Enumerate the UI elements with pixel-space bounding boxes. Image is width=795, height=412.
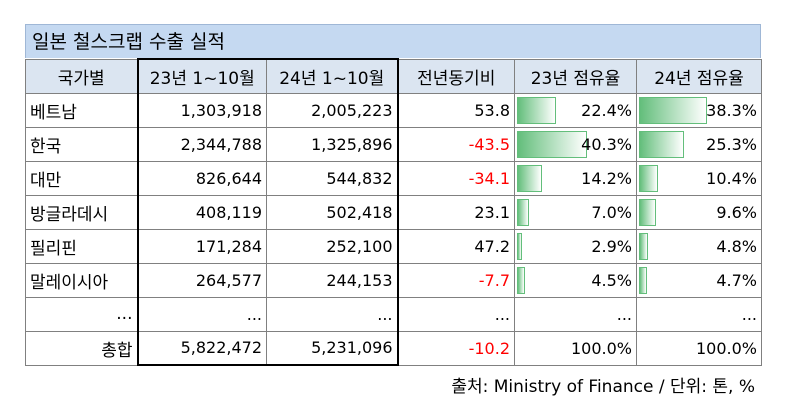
share23-cell: 2.9% xyxy=(514,228,637,264)
yoy-cell: ... xyxy=(397,296,515,332)
share-value: 4.7% xyxy=(716,270,757,290)
country-cell: 필리핀 xyxy=(25,228,138,264)
table-body: 베트남 1,303,918 2,005,223 53.8 22.4% 38.3% 한국 2,3… xyxy=(25,92,762,366)
share23-cell: 22.4% xyxy=(514,92,637,128)
share-value: 25.3% xyxy=(706,134,757,154)
y23-cell: 1,303,918 xyxy=(136,92,267,128)
share-bar xyxy=(517,96,556,124)
share-bar xyxy=(639,232,648,260)
yoy-cell: -34.1 xyxy=(397,160,515,196)
export-table: 국가별 23년 1~10월 24년 1~10월 전년동기비 23년 점유율 24… xyxy=(25,58,762,366)
share-value: 40.3% xyxy=(581,134,632,154)
country-cell: ... xyxy=(25,296,138,332)
share-value: 10.4% xyxy=(706,168,757,188)
share-bar xyxy=(639,266,648,294)
table-title: 일본 철스크랩 수출 실적 xyxy=(25,24,761,58)
country-cell: 방글라데시 xyxy=(25,194,138,230)
total-y23: 5,822,472 xyxy=(136,330,267,366)
total-row: 총합 5,822,472 5,231,096 -10.2 100.0% 100.0% xyxy=(25,330,762,366)
share-value: 22.4% xyxy=(581,100,632,120)
y23-cell: 826,644 xyxy=(136,160,267,196)
table-container: 일본 철스크랩 수출 실적 국가별 23년 1~10월 24년 1~10월 전년… xyxy=(25,24,762,366)
y23-cell: 2,344,788 xyxy=(136,126,267,162)
country-cell: 한국 xyxy=(25,126,138,162)
table-row: 한국 2,344,788 1,325,896 -43.5 40.3% 25.3% xyxy=(25,126,762,162)
share23-cell: 4.5% xyxy=(514,262,637,298)
share-value: 2.9% xyxy=(591,236,632,256)
share-bar xyxy=(639,164,658,192)
share24-cell: 9.6% xyxy=(636,194,762,230)
header-y23: 23년 1~10월 xyxy=(136,58,267,94)
y23-cell: 408,119 xyxy=(136,194,267,230)
table-row: 필리핀 171,284 252,100 47.2 2.9% 4.8% xyxy=(25,228,762,264)
yoy-cell: -43.5 xyxy=(397,126,515,162)
yoy-cell: 53.8 xyxy=(397,92,515,128)
total-share23: 100.0% xyxy=(514,330,637,366)
share-value: 9.6% xyxy=(716,202,757,222)
y24-cell: 1,325,896 xyxy=(266,126,399,162)
table-row: 말레이시아 264,577 244,153 -7.7 4.5% 4.7% xyxy=(25,262,762,298)
share-bar xyxy=(639,198,657,226)
share-bar xyxy=(517,198,530,226)
y24-cell: 252,100 xyxy=(266,228,399,264)
country-cell: 말레이시아 xyxy=(25,262,138,298)
share-bar xyxy=(639,96,708,124)
share24-cell: 38.3% xyxy=(636,92,762,128)
country-cell: 대만 xyxy=(25,160,138,196)
header-share24: 24년 점유율 xyxy=(636,58,762,94)
header-row: 국가별 23년 1~10월 24년 1~10월 전년동기비 23년 점유율 24… xyxy=(25,58,762,94)
header-country: 국가별 xyxy=(25,58,138,94)
total-yoy: -10.2 xyxy=(397,330,515,366)
share-bar xyxy=(639,130,685,158)
yoy-cell: -7.7 xyxy=(397,262,515,298)
y23-cell: 264,577 xyxy=(136,262,267,298)
share24-cell: 4.7% xyxy=(636,262,762,298)
share24-cell: 4.8% xyxy=(636,228,762,264)
share23-cell: ... xyxy=(514,296,637,332)
share24-cell: ... xyxy=(636,296,762,332)
header-share23: 23년 점유율 xyxy=(514,58,637,94)
share-value: 4.8% xyxy=(716,236,757,256)
yoy-cell: 47.2 xyxy=(397,228,515,264)
y24-cell: 502,418 xyxy=(266,194,399,230)
total-share24: 100.0% xyxy=(636,330,762,366)
share-value: 14.2% xyxy=(581,168,632,188)
header-y24: 24년 1~10월 xyxy=(266,58,399,94)
share-value: 7.0% xyxy=(591,202,632,222)
table-row: .................. xyxy=(25,296,762,332)
y24-cell: 244,153 xyxy=(266,262,399,298)
share-bar xyxy=(517,232,523,260)
share-value: 38.3% xyxy=(706,100,757,120)
yoy-cell: 23.1 xyxy=(397,194,515,230)
table-row: 대만 826,644 544,832 -34.1 14.2% 10.4% xyxy=(25,160,762,196)
table-row: 베트남 1,303,918 2,005,223 53.8 22.4% 38.3% xyxy=(25,92,762,128)
share23-cell: 14.2% xyxy=(514,160,637,196)
table-row: 방글라데시 408,119 502,418 23.1 7.0% 9.6% xyxy=(25,194,762,230)
y23-cell: ... xyxy=(136,296,267,332)
share-bar xyxy=(517,130,588,158)
share24-cell: 10.4% xyxy=(636,160,762,196)
y24-cell: ... xyxy=(266,296,399,332)
share23-cell: 40.3% xyxy=(514,126,637,162)
header-yoy: 전년동기비 xyxy=(397,58,515,94)
y24-cell: 2,005,223 xyxy=(266,92,399,128)
share24-cell: 25.3% xyxy=(636,126,762,162)
share-bar xyxy=(517,266,525,294)
country-cell: 베트남 xyxy=(25,92,138,128)
source-note: 출처: Ministry of Finance / 단위: 톤, % xyxy=(451,377,755,397)
share-bar xyxy=(517,164,542,192)
total-y24: 5,231,096 xyxy=(266,330,399,366)
total-label: 총합 xyxy=(25,330,138,366)
share-value: 4.5% xyxy=(591,270,632,290)
y23-cell: 171,284 xyxy=(136,228,267,264)
y24-cell: 544,832 xyxy=(266,160,399,196)
share23-cell: 7.0% xyxy=(514,194,637,230)
